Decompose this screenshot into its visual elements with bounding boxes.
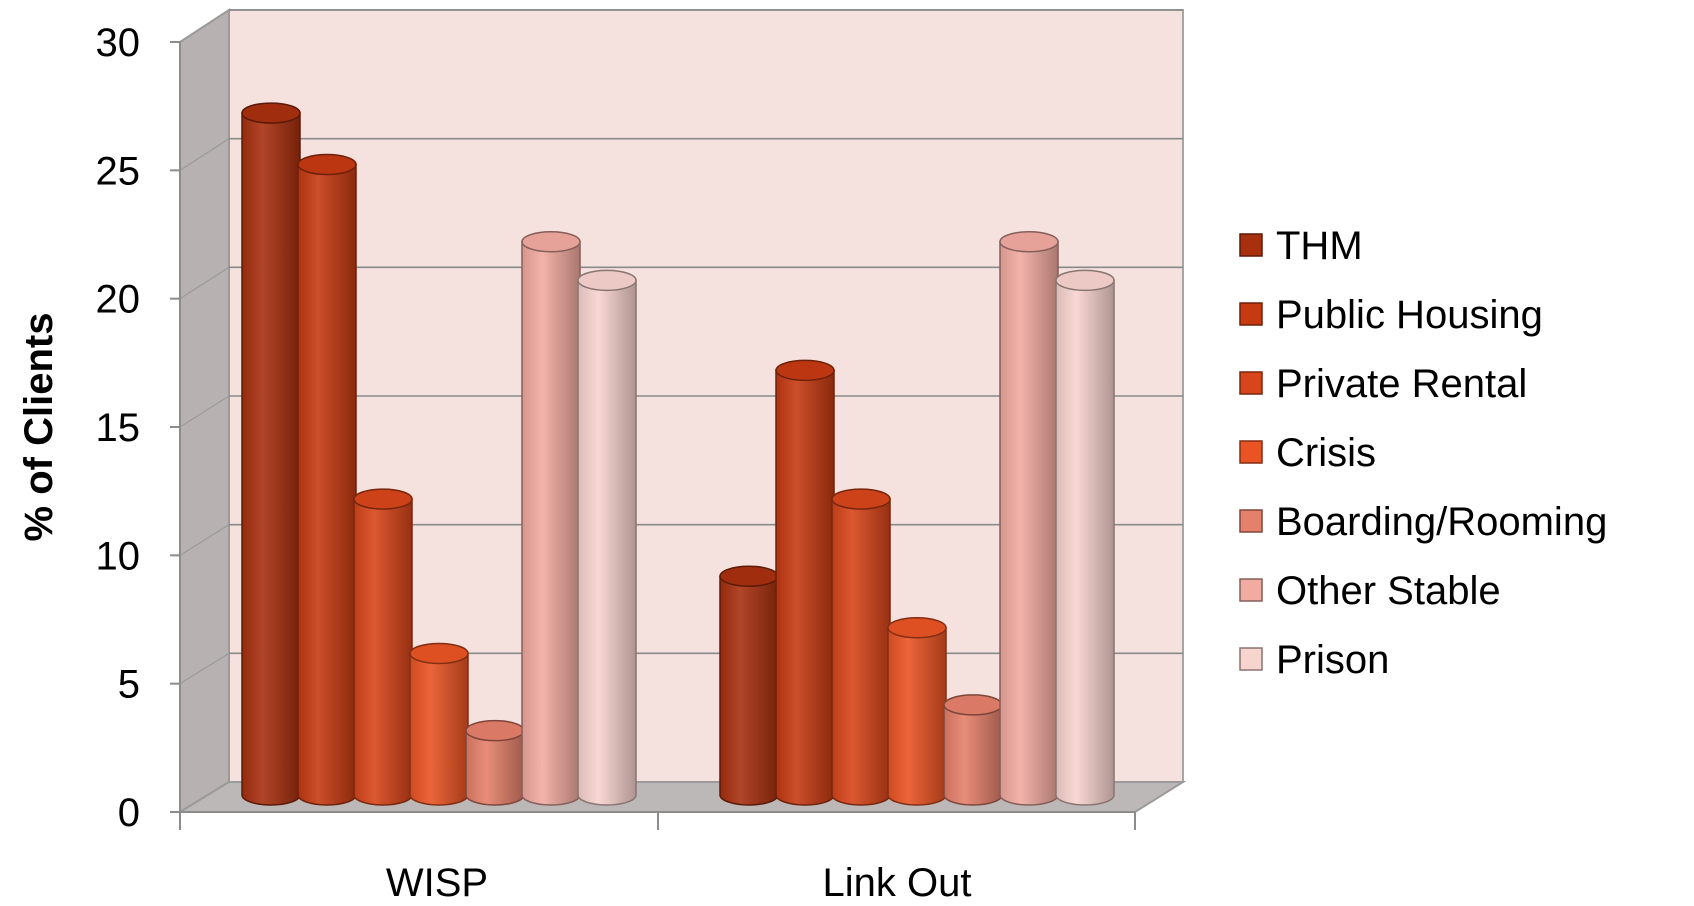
bar-top [297, 153, 357, 176]
bar-body [831, 498, 891, 806]
legend-item: THM [1239, 224, 1363, 268]
bar-top [719, 565, 779, 588]
gridline-side [179, 266, 230, 300]
bar [465, 719, 525, 806]
legend-label: Public Housing [1276, 293, 1543, 337]
legend-item: Public Housing [1239, 293, 1543, 337]
y-axis-label: % of Clients [17, 313, 61, 542]
bar-body [1055, 279, 1115, 806]
y-axis-ticks: 0 5 10 15 20 25 30 [96, 21, 180, 835]
bar [353, 488, 413, 806]
y-tick-label: 10 [96, 534, 141, 578]
gridline-side [179, 652, 230, 685]
bar [241, 102, 301, 806]
legend-item: Private Rental [1239, 362, 1527, 406]
legend-item: Prison [1239, 638, 1389, 682]
bar-top [887, 616, 947, 639]
legend-item: Boarding/Rooming [1239, 500, 1607, 544]
bar-body [241, 112, 301, 806]
bar-top [241, 102, 301, 124]
gridline-side [179, 524, 230, 556]
bar-body [719, 575, 779, 806]
bar [999, 230, 1059, 806]
bar-top [521, 230, 581, 253]
x-category-label: Link Out [823, 861, 972, 905]
bar [887, 616, 947, 806]
bars [241, 102, 1115, 806]
bar-body [999, 240, 1059, 806]
y-tick-label: 15 [96, 406, 141, 450]
bar-top [775, 359, 835, 382]
legend-label: Prison [1276, 638, 1389, 682]
bar-top [943, 694, 1003, 716]
bar-body [297, 163, 357, 806]
legend-label: THM [1276, 224, 1363, 268]
bar-top [577, 269, 637, 292]
legend-swatch [1239, 371, 1263, 395]
bar [297, 153, 357, 806]
y-tick-label: 30 [96, 21, 141, 65]
legend-swatch [1239, 647, 1263, 671]
legend-swatch [1239, 440, 1263, 464]
bar [577, 269, 637, 806]
y-tick-label: 25 [96, 149, 141, 193]
bar-top [465, 719, 525, 742]
bar [943, 694, 1003, 806]
legend-swatch [1239, 233, 1263, 257]
bar-body [409, 652, 469, 806]
bar-top [353, 488, 413, 510]
gridline-side [179, 395, 230, 428]
x-category-label: WISP [386, 861, 488, 905]
legend-label: Boarding/Rooming [1276, 500, 1607, 544]
bar-body [521, 240, 581, 806]
x-axis-ticks: WISP Link Out [179, 812, 1136, 905]
y-tick-label: 20 [96, 278, 141, 322]
bar-body [465, 729, 525, 806]
bar-body [577, 279, 637, 806]
legend-item: Other Stable [1239, 569, 1501, 613]
legend-label: Private Rental [1276, 362, 1527, 406]
legend-label: Other Stable [1276, 569, 1501, 613]
bar-body [775, 369, 835, 806]
legend-swatch [1239, 509, 1263, 533]
gridline-side [179, 138, 230, 171]
bar [775, 359, 835, 806]
bar [521, 230, 581, 806]
legend-label: Crisis [1276, 431, 1376, 475]
bar [831, 488, 891, 806]
legend: THM Public Housing Private Rental Crisis Boa… [1239, 224, 1607, 682]
legend-swatch [1239, 302, 1263, 326]
bar-top [831, 488, 891, 510]
bar-top [1055, 269, 1115, 292]
bar-body [943, 704, 1003, 806]
y-tick-label: 0 [118, 791, 140, 835]
legend-item: Crisis [1239, 431, 1376, 475]
y-tick-label: 5 [118, 663, 140, 707]
bar-top [999, 230, 1059, 253]
bar-body [887, 626, 947, 806]
gridline-side [179, 9, 230, 43]
bar-top [409, 642, 469, 665]
bar [719, 565, 779, 806]
bar [409, 642, 469, 806]
legend-swatch [1239, 578, 1263, 602]
bar-body [353, 498, 413, 806]
bar [1055, 269, 1115, 806]
